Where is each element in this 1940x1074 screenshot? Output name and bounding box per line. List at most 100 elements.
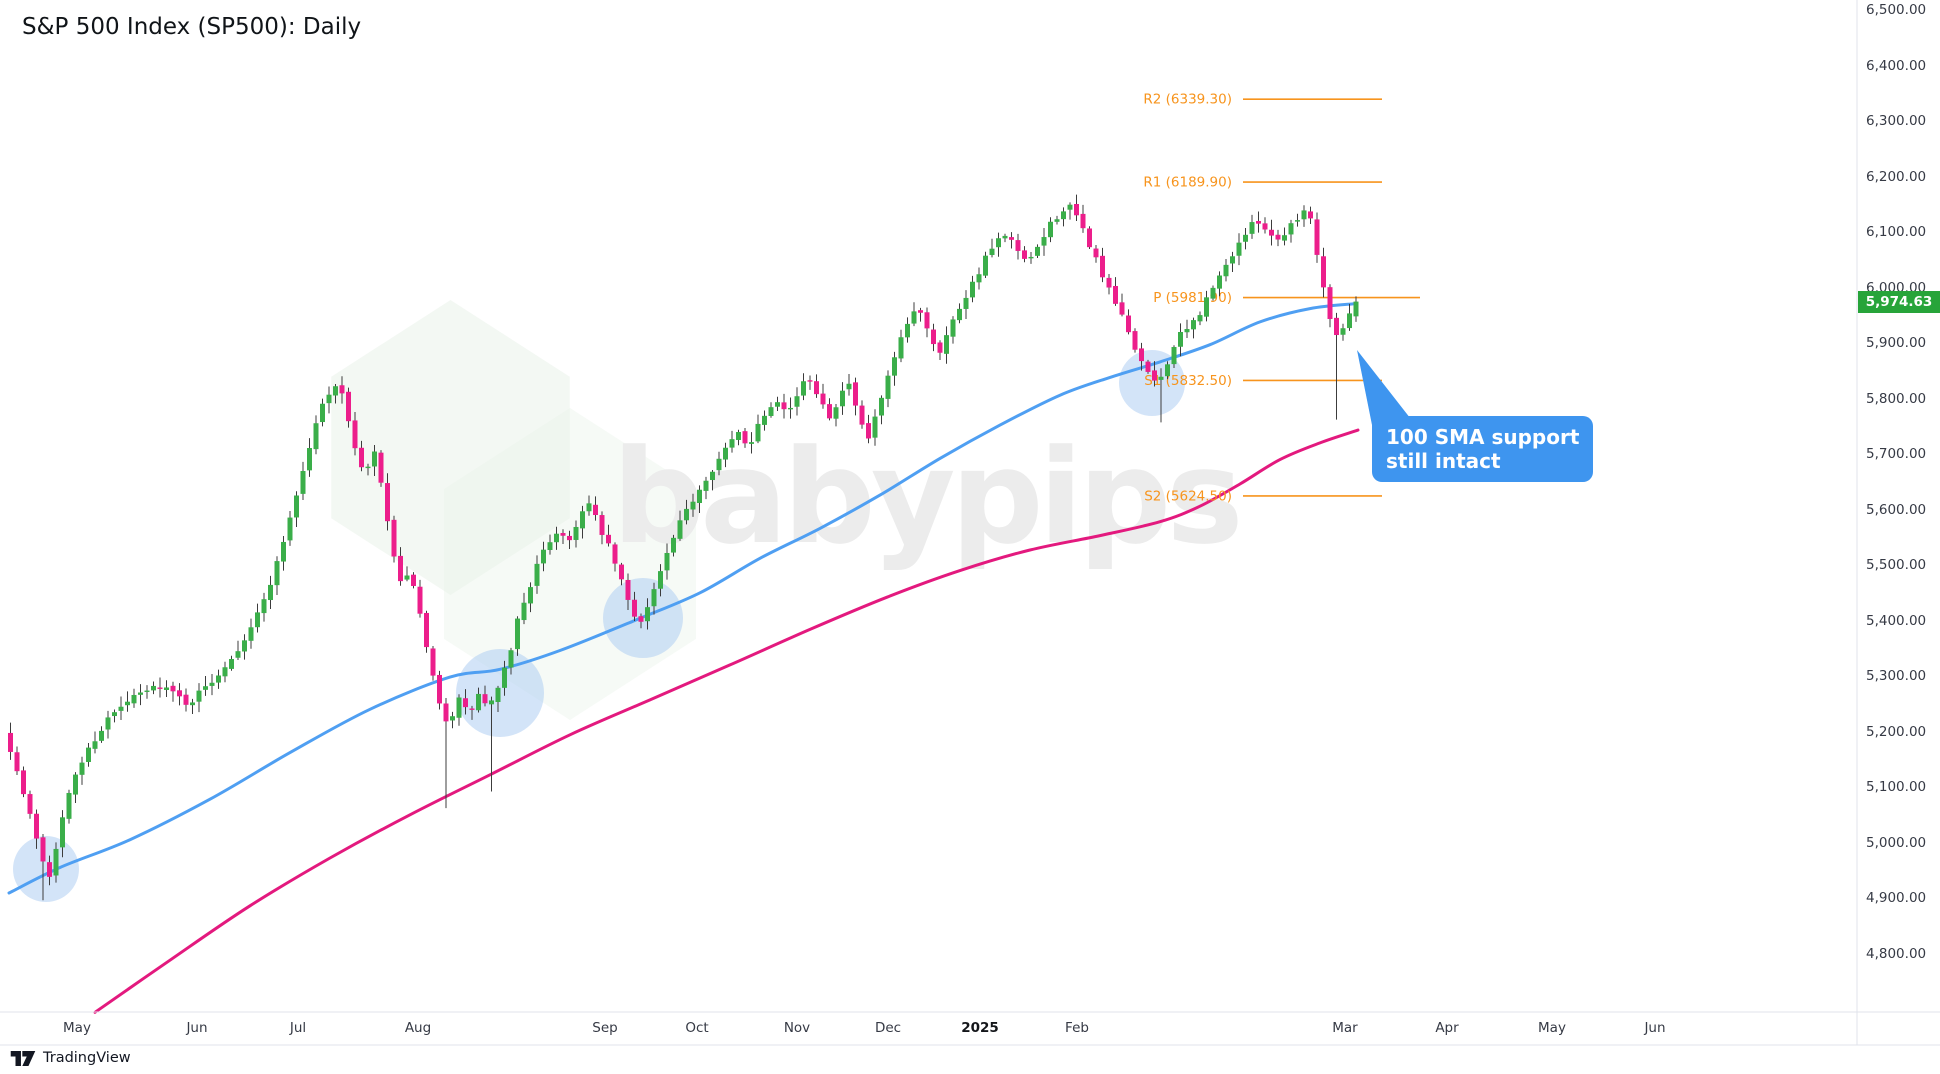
time-axis-label: Aug bbox=[404, 1020, 432, 1036]
candle bbox=[352, 420, 358, 449]
candle bbox=[645, 607, 650, 622]
price-axis-label: 4,800.00 bbox=[1866, 945, 1927, 962]
candle bbox=[580, 511, 585, 529]
candle bbox=[768, 407, 774, 416]
candle bbox=[183, 694, 189, 705]
candle bbox=[385, 483, 390, 522]
candle bbox=[47, 862, 52, 877]
candle bbox=[625, 579, 631, 600]
price-axis-label: 5,800.00 bbox=[1866, 390, 1927, 407]
candle bbox=[937, 342, 943, 353]
candle bbox=[1061, 211, 1066, 220]
candle bbox=[170, 685, 176, 692]
candle bbox=[456, 697, 462, 718]
candle bbox=[346, 391, 351, 422]
candle bbox=[1288, 223, 1294, 235]
candle bbox=[21, 770, 26, 795]
candle bbox=[1119, 302, 1125, 315]
candle bbox=[1269, 229, 1274, 236]
candle bbox=[970, 281, 975, 298]
candle bbox=[1048, 221, 1053, 238]
candle bbox=[248, 627, 254, 641]
candle bbox=[690, 501, 696, 510]
time-axis-label: Jun bbox=[1644, 1020, 1666, 1036]
candle bbox=[1262, 223, 1268, 230]
candle bbox=[1067, 204, 1073, 210]
candle bbox=[125, 701, 130, 706]
time-axis-label: Nov bbox=[783, 1020, 811, 1036]
candle bbox=[1223, 264, 1229, 277]
candle bbox=[339, 385, 345, 394]
candle bbox=[359, 447, 364, 468]
candle bbox=[521, 602, 527, 621]
sma-200-line bbox=[93, 428, 1360, 1014]
candle bbox=[450, 716, 455, 721]
candle bbox=[950, 319, 956, 337]
candle bbox=[573, 526, 579, 540]
candle bbox=[99, 730, 104, 741]
candle bbox=[92, 741, 98, 749]
candle bbox=[1074, 204, 1079, 216]
candle bbox=[677, 520, 683, 539]
price-axis-label: 5,000.00 bbox=[1866, 834, 1927, 851]
candle bbox=[365, 466, 371, 469]
candle bbox=[1334, 317, 1339, 336]
candle bbox=[775, 402, 780, 407]
time-axis-label: Jul bbox=[289, 1020, 307, 1036]
candle bbox=[1087, 228, 1092, 248]
candle bbox=[209, 682, 215, 686]
candle bbox=[684, 508, 689, 521]
tradingview-brand-text: TradingView bbox=[43, 1050, 131, 1066]
sma-100-line bbox=[7, 302, 1358, 895]
tradingview-attribution[interactable]: TradingView bbox=[10, 1050, 131, 1066]
candle bbox=[1171, 347, 1177, 365]
candle bbox=[515, 618, 520, 650]
candle bbox=[196, 690, 202, 702]
time-axis-label: Apr bbox=[1435, 1020, 1459, 1036]
candle bbox=[294, 495, 299, 518]
candle bbox=[1197, 315, 1203, 322]
candle bbox=[138, 692, 143, 695]
candle bbox=[807, 380, 813, 382]
candle bbox=[417, 586, 423, 614]
candle bbox=[820, 393, 826, 405]
candle bbox=[281, 541, 286, 562]
pivot-label-s1: S1 (5832.50) bbox=[1144, 373, 1232, 389]
pivot-label-r1: R1 (6189.90) bbox=[1143, 175, 1232, 191]
candle bbox=[1327, 287, 1333, 319]
candle bbox=[872, 416, 878, 438]
candle bbox=[268, 584, 273, 601]
candle bbox=[1230, 256, 1235, 264]
candle bbox=[1041, 237, 1047, 246]
candle bbox=[1243, 234, 1248, 242]
candle bbox=[612, 544, 618, 564]
candle bbox=[846, 383, 852, 390]
page-title: S&P 500 Index (SP500): Daily bbox=[22, 14, 362, 40]
candle bbox=[398, 555, 403, 582]
candle bbox=[489, 700, 494, 705]
candle bbox=[840, 390, 845, 407]
candle bbox=[1210, 287, 1216, 299]
candle bbox=[105, 717, 111, 730]
candle bbox=[151, 685, 156, 691]
candle bbox=[27, 794, 33, 814]
candle bbox=[476, 693, 481, 711]
highlight-circle bbox=[13, 836, 79, 902]
candle bbox=[378, 452, 384, 483]
candle bbox=[469, 708, 475, 710]
candle bbox=[1100, 255, 1105, 278]
candle bbox=[1314, 219, 1320, 255]
candle bbox=[898, 337, 904, 359]
candle bbox=[372, 451, 377, 467]
price-axis-label: 5,400.00 bbox=[1866, 612, 1927, 629]
candle bbox=[534, 563, 540, 586]
candle bbox=[1178, 331, 1183, 347]
candle bbox=[918, 310, 923, 313]
candle bbox=[723, 447, 728, 460]
candle bbox=[729, 439, 735, 448]
candle bbox=[794, 396, 800, 407]
price-axis-label: 5,500.00 bbox=[1866, 557, 1927, 573]
candle bbox=[1275, 234, 1281, 240]
candle bbox=[651, 589, 657, 607]
